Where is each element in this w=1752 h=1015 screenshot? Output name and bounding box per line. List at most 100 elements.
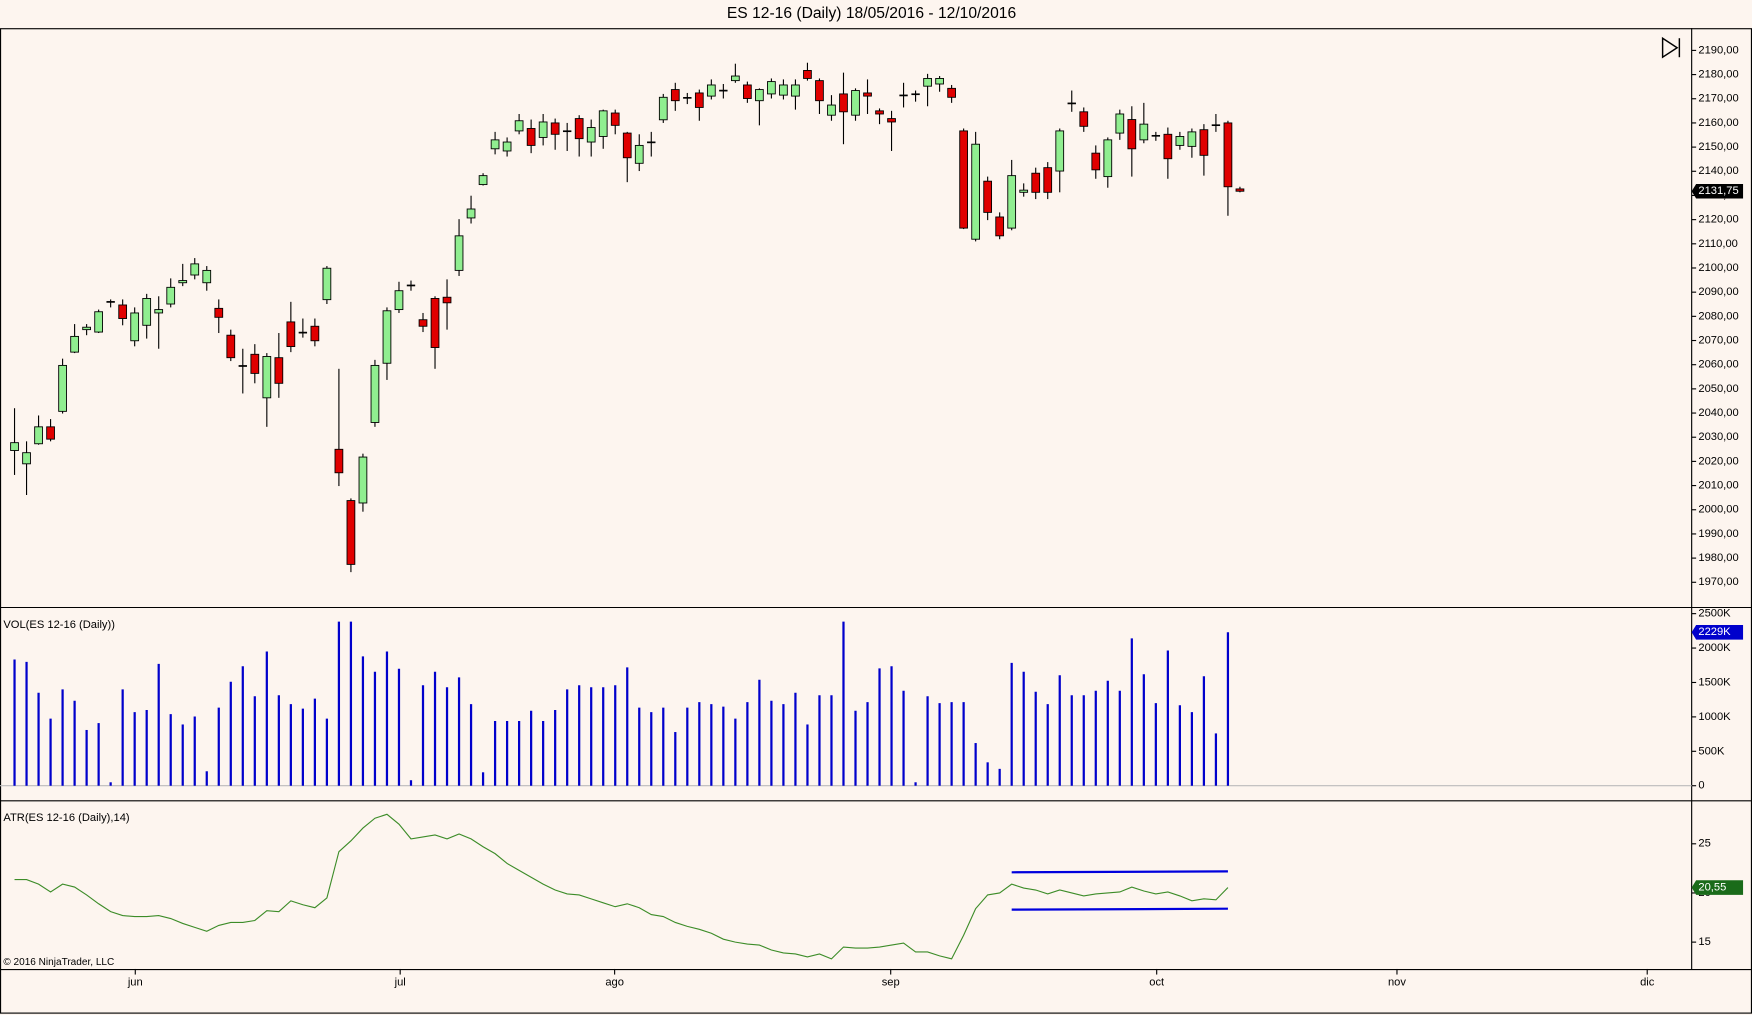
candle-body — [887, 118, 896, 123]
last-value-label: 2229K — [1698, 626, 1731, 638]
drawn-line — [1011, 870, 1228, 874]
candle-body — [370, 364, 380, 423]
candle-body — [430, 298, 440, 348]
y-tick-label: 0 — [1698, 780, 1704, 792]
last-value-marker — [1691, 880, 1744, 895]
candle-body — [490, 139, 500, 150]
candle-body — [755, 89, 764, 102]
candle-body — [706, 84, 716, 97]
candle-body — [995, 216, 1005, 237]
y-tick-label: 25 — [1698, 838, 1710, 850]
candle-body — [466, 208, 476, 219]
candle-body — [58, 364, 67, 412]
candle-body — [1163, 133, 1173, 160]
candle-body — [610, 112, 620, 126]
candle-body — [334, 448, 344, 474]
candle-body — [10, 442, 19, 451]
candle-body — [142, 298, 152, 326]
candle-body — [791, 84, 800, 97]
y-tick-label: 2010,00 — [1698, 480, 1738, 492]
candle-body — [238, 365, 247, 367]
candle-body — [226, 334, 236, 359]
y-tick-label: 2050,00 — [1698, 383, 1738, 395]
x-tick-label: oct — [1149, 976, 1165, 988]
drawn-line — [1011, 907, 1228, 911]
go-to-end-button[interactable] — [1658, 34, 1685, 60]
last-value-label: 2131,75 — [1698, 185, 1738, 197]
panel-title: VOL(ES 12-16 (Daily)) — [3, 619, 115, 631]
candle-body — [839, 93, 848, 113]
candle-body — [514, 120, 524, 132]
candle-body — [1019, 189, 1029, 193]
candle-body — [803, 70, 812, 79]
candle-body — [298, 331, 308, 334]
y-tick-label: 2030,00 — [1698, 431, 1738, 443]
candle-body — [779, 84, 788, 96]
copyright: © 2016 NinjaTrader, LLC — [3, 957, 114, 968]
candle-body — [1091, 152, 1101, 171]
y-tick-label: 2070,00 — [1698, 334, 1738, 346]
candle-body — [118, 304, 128, 319]
y-tick-label: 2060,00 — [1698, 359, 1738, 371]
y-tick-label: 2180,00 — [1698, 69, 1738, 81]
candle-body — [1199, 129, 1209, 156]
y-tick-label: 2020,00 — [1698, 455, 1738, 467]
y-tick-label: 2100,00 — [1698, 262, 1738, 274]
candle-body — [647, 141, 656, 144]
x-tick-label: sep — [882, 976, 900, 988]
candle-body — [1043, 167, 1053, 193]
y-tick-label: 2090,00 — [1698, 286, 1738, 298]
candle-body — [935, 77, 944, 85]
y-tick-label: 500K — [1698, 745, 1725, 757]
candle-body — [322, 267, 332, 301]
candle-body — [382, 310, 392, 364]
candle-body — [46, 426, 55, 440]
y-tick-label: 2170,00 — [1698, 93, 1738, 105]
panel-title: ATR(ES 12-16 (Daily),14) — [3, 812, 130, 824]
candle-body — [202, 269, 212, 284]
candle-body — [154, 309, 164, 314]
x-tick-label: jul — [394, 976, 406, 988]
candle-body — [574, 118, 584, 140]
candle-body — [346, 500, 356, 565]
last-value-marker — [1691, 183, 1744, 199]
candle-body — [827, 104, 836, 116]
candle-body — [634, 144, 644, 164]
candle-body — [743, 84, 752, 99]
last-value-marker — [1691, 625, 1744, 640]
candle-body — [1067, 102, 1076, 105]
frame — [0, 28, 1752, 1014]
candle-body — [815, 80, 824, 102]
candle-body — [250, 353, 260, 374]
candle-body — [562, 130, 572, 133]
candle-body — [767, 81, 776, 95]
candle-body — [1079, 111, 1089, 127]
candle-body — [358, 456, 368, 504]
candle-body — [538, 121, 548, 138]
candle-body — [454, 235, 464, 271]
candle-body — [178, 280, 188, 284]
play-icon[interactable] — [1661, 36, 1679, 59]
candle-body — [262, 356, 272, 399]
candle-body — [190, 263, 200, 276]
x-tick-label: nov — [1388, 976, 1406, 988]
candle-body — [502, 141, 512, 152]
candle-body — [1151, 134, 1161, 137]
candle-body — [1223, 122, 1233, 188]
candle-body — [286, 321, 296, 348]
x-tick-label: ago — [605, 976, 624, 988]
candle-body — [1007, 175, 1017, 229]
candle-body — [670, 89, 680, 102]
candle-body — [923, 77, 932, 87]
candle-body — [274, 357, 284, 384]
y-tick-label: 1000K — [1698, 711, 1731, 723]
candle-body — [418, 319, 428, 327]
x-tick-label: dic — [1640, 976, 1655, 988]
candle-body — [598, 110, 608, 137]
candle-body — [310, 325, 320, 342]
y-tick-label: 2150,00 — [1698, 141, 1738, 153]
candle-body — [1139, 123, 1149, 141]
